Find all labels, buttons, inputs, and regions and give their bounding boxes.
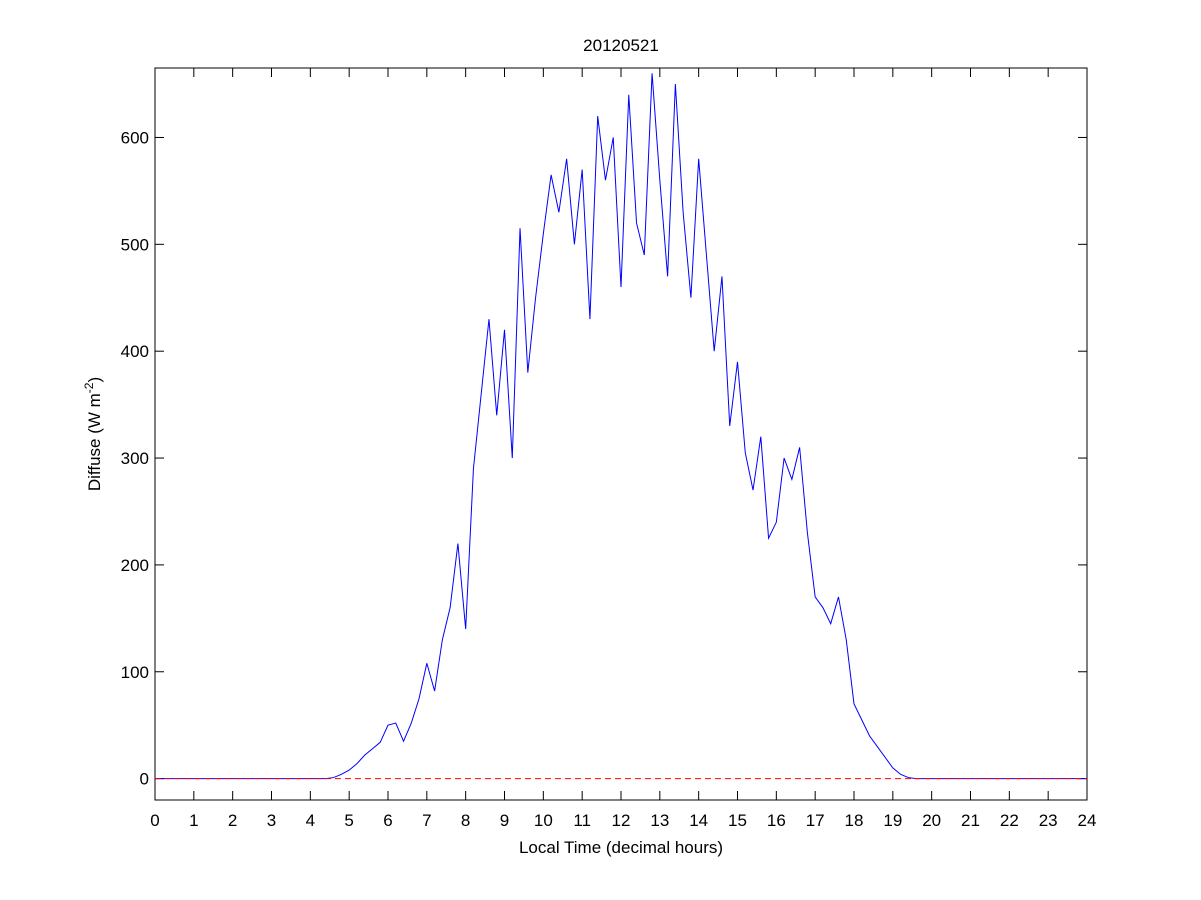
y-tick-label: 300 [121,449,149,468]
x-tick-label: 11 [573,811,591,830]
y-tick-label: 100 [121,663,149,682]
y-tick-label: 500 [121,235,149,254]
plot-box [154,67,1088,801]
y-axis-label-text: Diffuse (W m [85,393,104,491]
x-tick-label: 10 [534,811,553,830]
chart-title: 20120521 [583,36,659,55]
y-tick-label: 0 [140,770,149,789]
x-tick-label: 12 [612,811,631,830]
x-tick-label: 6 [383,811,392,830]
x-tick-label: 13 [650,811,669,830]
x-tick-label: 0 [150,811,159,830]
x-tick-label: 20 [922,811,941,830]
x-tick-label: 5 [344,811,353,830]
x-tick-label: 8 [461,811,470,830]
y-tick-label: 400 [121,342,149,361]
x-tick-label: 9 [500,811,509,830]
y-tick-label: 200 [121,556,149,575]
x-tick-label: 14 [689,811,708,830]
x-tick-label: 21 [961,811,980,830]
x-tick-label: 7 [422,811,431,830]
x-tick-label: 19 [883,811,902,830]
x-tick-label: 17 [806,811,825,830]
x-tick-label: 15 [728,811,747,830]
y-axis-label: Diffuse (W m-2) [82,377,104,491]
x-tick-label: 22 [1000,811,1019,830]
x-tick-label: 18 [845,811,864,830]
x-tick-label: 16 [767,811,786,830]
y-axis-label-suffix: ) [85,377,104,383]
y-tick-label: 600 [121,128,149,147]
x-tick-label: 1 [189,811,198,830]
x-axis-label: Local Time (decimal hours) [519,838,723,857]
x-tick-label: 3 [267,811,276,830]
y-axis-label-superscript: -2 [82,382,96,393]
x-tick-label: 23 [1039,811,1058,830]
x-tick-label: 24 [1078,811,1097,830]
x-tick-label: 2 [228,811,237,830]
x-tick-label: 4 [306,811,315,830]
